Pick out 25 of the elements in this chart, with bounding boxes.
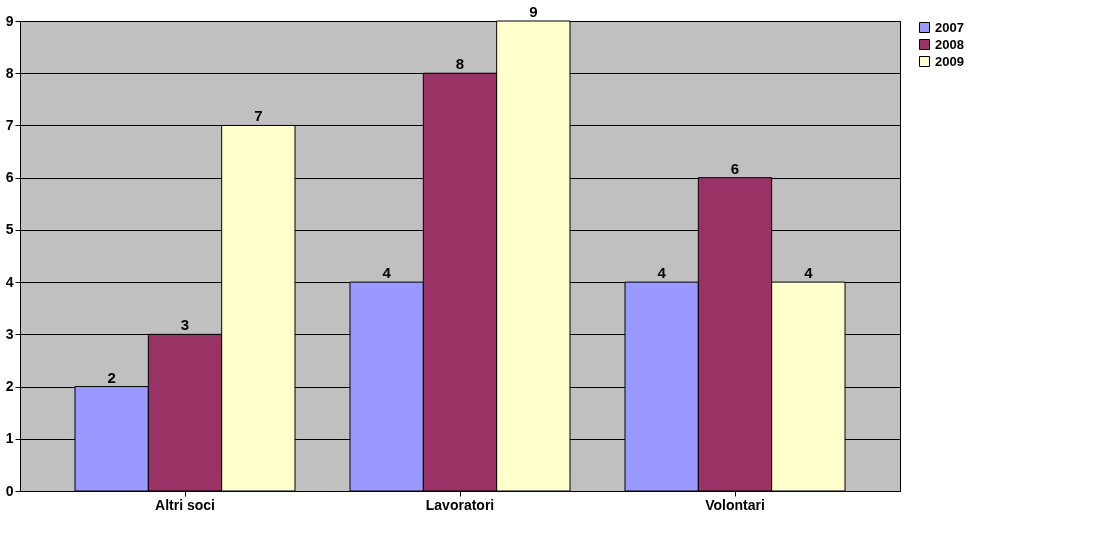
y-tick-label: 6 <box>5 169 14 186</box>
y-tick-label: 5 <box>5 221 14 238</box>
x-tick-label: Lavoratori <box>425 496 495 513</box>
y-tick-label: 1 <box>5 430 14 447</box>
data-label: 6 <box>730 159 740 177</box>
data-label: 3 <box>180 316 190 334</box>
data-label: 9 <box>529 3 538 20</box>
data-label: 4 <box>657 264 667 282</box>
legend-label: 2007 <box>935 19 964 35</box>
x-tick-label: Altri soci <box>155 496 215 513</box>
y-tick-label: 4 <box>5 273 14 290</box>
y-tick-label: 8 <box>5 64 14 81</box>
y-tick-label: 2 <box>5 378 14 395</box>
data-label: 8 <box>455 55 465 73</box>
data-label: 4 <box>804 264 814 282</box>
legend-label: 2009 <box>935 53 964 69</box>
data-label: 4 <box>382 264 392 282</box>
legend-label: 2008 <box>935 36 964 52</box>
y-tick-label: 0 <box>5 482 14 499</box>
data-label: 7 <box>254 107 263 125</box>
y-tick-label: 3 <box>5 325 14 342</box>
data-label: 2 <box>107 368 116 386</box>
y-tick-label: 9 <box>5 12 14 29</box>
x-tick-label: Volontari <box>705 496 765 513</box>
y-tick-label: 7 <box>5 116 14 133</box>
